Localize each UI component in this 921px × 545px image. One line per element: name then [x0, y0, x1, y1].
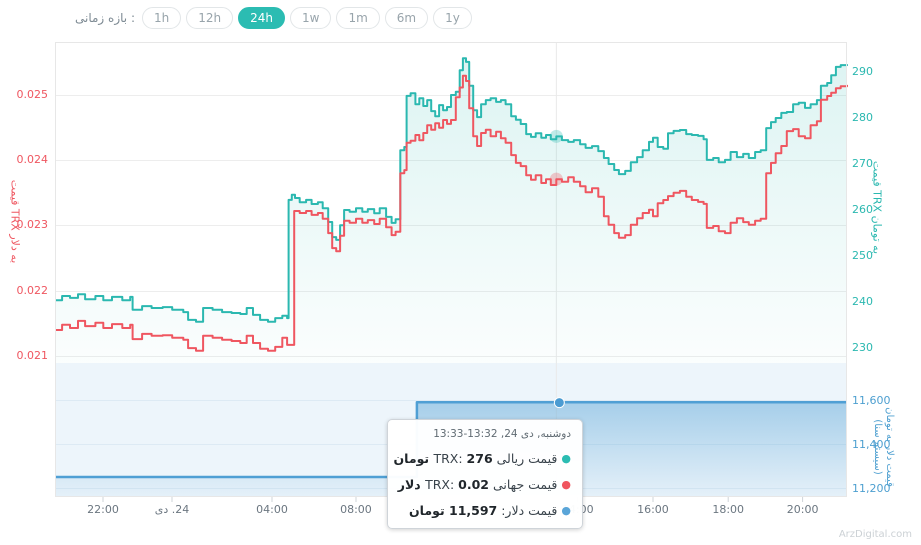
hover-marker-usd_toman: [553, 397, 565, 409]
time-range-buttons: 1h 12h 24h 1w 1m 6m 1y: [141, 7, 477, 29]
x-axis-label: 24. دی: [154, 503, 190, 516]
range-button-1m[interactable]: 1m: [336, 7, 380, 29]
tooltip-row: ●قیمت جهانی TRX: 0.02 دلار: [397, 477, 571, 492]
y-axis-label-dollar: 11,600: [852, 394, 891, 407]
x-axis-label: 20:00: [786, 503, 819, 516]
y-axis-label-usd: 0.023: [16, 218, 49, 231]
tooltip-row-label: قیمت ریالی TRX:: [433, 451, 558, 466]
tooltip-row: ●قیمت ریالی TRX: 276 تومان: [393, 451, 571, 466]
hover-marker-toman: [549, 129, 563, 143]
x-axis-label: 04:00: [256, 503, 288, 516]
y-axis-label-toman: 270: [852, 157, 873, 170]
time-range-toolbar: بازه زمانی : 1h 12h 24h 1w 1m 6m 1y: [75, 7, 477, 29]
range-button-1w[interactable]: 1w: [289, 7, 332, 29]
watermark: ArzDigital.com: [838, 529, 912, 540]
tooltip-row-label: قیمت جهانی TRX:: [425, 477, 558, 492]
y-axis-label-usd: 0.025: [16, 88, 49, 101]
x-axis-label: 08:00: [340, 503, 372, 516]
x-axis-label: 16:00: [637, 503, 669, 516]
y-axis-label-toman: 280: [852, 111, 873, 124]
series-area-toman: [55, 58, 847, 363]
y-axis-title-dollar-line2: (سیستم سنا): [872, 419, 883, 475]
y-axis-label-dollar: 11,200: [852, 482, 891, 495]
series-line-usd: [55, 74, 848, 352]
y-axis-title-dollar-toman: قیمت دلار به تومان (سیستم سنا): [871, 392, 895, 502]
tooltip-row-label: قیمت دلار:: [497, 503, 558, 518]
series-bullet-icon: ●: [561, 478, 571, 491]
y-axis-label-toman: 290: [852, 65, 873, 78]
x-axis-label: 18:00: [712, 503, 745, 516]
y-axis-label-toman: 250: [852, 249, 873, 262]
range-button-24h[interactable]: 24h: [238, 7, 285, 29]
y-axis-label-dollar: 11,400: [852, 438, 891, 451]
y-axis-label-usd: 0.024: [16, 153, 49, 166]
tooltip-row: ●قیمت دلار: 11,597 تومان: [399, 503, 571, 518]
x-axis-label: 22:00: [87, 503, 119, 516]
y-axis-label-usd: 0.021: [16, 349, 49, 362]
tooltip-rows: ●قیمت ریالی TRX: 276 تومان ●قیمت جهانی TR…: [393, 451, 571, 518]
y-axis-title-dollar-line1: قیمت دلار به تومان: [884, 407, 895, 487]
y-axis-label-toman: 230: [852, 341, 873, 354]
series-bullet-icon: ●: [561, 452, 571, 465]
tooltip-row-value: 0.02 دلار: [397, 477, 489, 492]
hover-marker-usd: [549, 172, 563, 186]
y-axis-label-toman: 260: [852, 203, 873, 216]
y-axis-label-toman: 240: [852, 295, 873, 308]
y-axis-title-usd: قیمت TRX به دلار: [8, 179, 22, 264]
series-bullet-icon: ●: [561, 504, 571, 517]
tooltip-row-value: 11,597 تومان: [409, 503, 498, 518]
time-range-label: بازه زمانی :: [75, 11, 135, 25]
range-button-1h[interactable]: 1h: [141, 7, 182, 29]
range-button-12h[interactable]: 12h: [186, 7, 234, 29]
range-button-6m[interactable]: 6m: [384, 7, 429, 29]
chart-tooltip: دوشنبه, دی 24, 13:32-13:33 ●قیمت ریالی T…: [387, 419, 583, 529]
tooltip-header: دوشنبه, دی 24, 13:32-13:33: [433, 428, 571, 440]
range-button-1y[interactable]: 1y: [433, 7, 472, 29]
tooltip-row-value: 276 تومان: [393, 451, 493, 466]
y-axis-title-toman: قیمت TRX به تومان: [870, 160, 884, 255]
y-axis-label-usd: 0.022: [16, 284, 49, 297]
